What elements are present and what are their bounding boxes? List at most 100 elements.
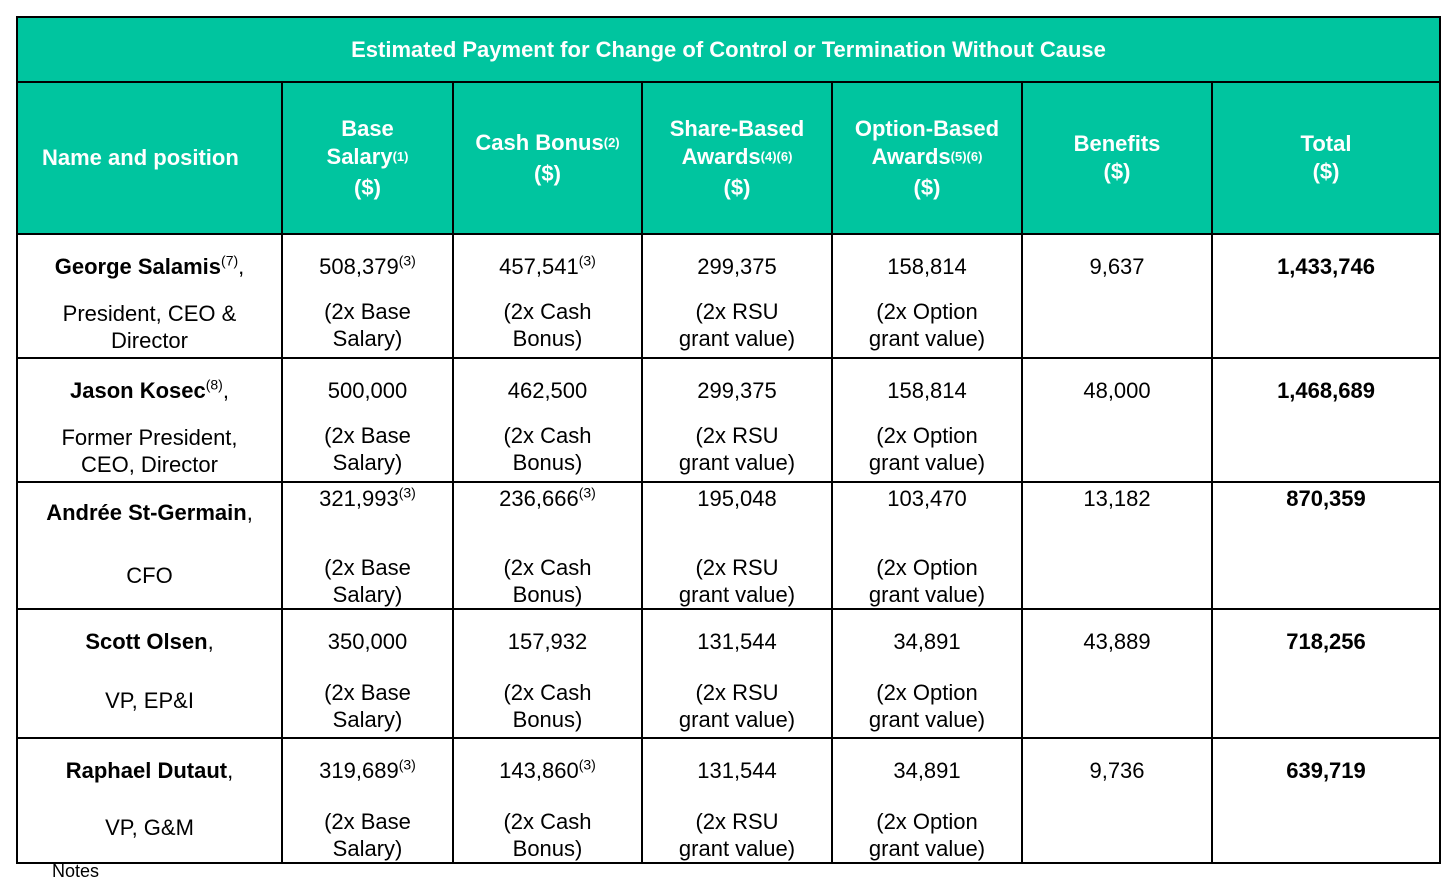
note-share: (2x RSU grant value) xyxy=(678,555,796,607)
header-base-salary: Base Salary(1) ($) xyxy=(281,81,454,235)
note-base: (2x Base Salary) xyxy=(324,423,411,475)
value-total: 718,256 xyxy=(1286,629,1366,654)
value-total: 1,433,746 xyxy=(1277,254,1375,279)
footnote-marker: (3) xyxy=(578,484,596,501)
executive-name: Andrée St-Germain xyxy=(46,500,247,525)
header-total: Total ($) xyxy=(1210,81,1442,235)
cell-benefits: 13,182 xyxy=(1021,481,1213,610)
value-option: 158,814 xyxy=(887,254,967,279)
value-benefits: 48,000 xyxy=(1083,378,1151,403)
cell-base: 319,689(3) (2x Base Salary) xyxy=(281,737,454,864)
cell-name-position: Andrée St-Germain, CFO xyxy=(16,481,283,610)
cell-cash: 457,541(3) (2x Cash Bonus) xyxy=(452,233,643,359)
cell-cash: 157,932 (2x Cash Bonus) xyxy=(452,608,643,739)
executive-position: President, CEO & Director xyxy=(62,301,237,353)
executive-name: Jason Kosec xyxy=(70,378,206,403)
note-cash: (2x Cash Bonus) xyxy=(503,680,592,732)
header-cash-bonus: Cash Bonus(2) ($) xyxy=(452,81,643,235)
cell-name-position: Raphael Dutaut, VP, G&M xyxy=(16,737,283,864)
value-total: 870,359 xyxy=(1286,486,1366,511)
title-row: Estimated Payment for Change of Control … xyxy=(15,16,1442,83)
value-option: 34,891 xyxy=(893,629,961,654)
cell-cash: 236,666(3) (2x Cash Bonus) xyxy=(452,481,643,610)
table-row: Andrée St-Germain, CFO 321,993(3) (2x Base S… xyxy=(16,481,1442,610)
executive-name: Scott Olsen xyxy=(85,629,208,654)
cell-share: 299,375 (2x RSU grant value) xyxy=(641,357,833,483)
note-base: (2x Base Salary) xyxy=(324,680,411,732)
note-cash: (2x Cash Bonus) xyxy=(503,423,592,475)
header-option-based-awards: Option-Based Awards(5)(6) ($) xyxy=(831,81,1023,235)
note-option: (2x Option grant value) xyxy=(868,423,986,475)
table-row: George Salamis(7), President, CEO & Direct… xyxy=(16,233,1442,359)
note-base: (2x Base Salary) xyxy=(324,299,411,351)
footnote-marker: (3) xyxy=(398,756,416,773)
value-share: 299,375 xyxy=(697,378,777,403)
cell-name-position: George Salamis(7), President, CEO & Direct… xyxy=(16,233,283,359)
value-base: 350,000 xyxy=(327,629,408,654)
value-cash: 157,932 xyxy=(507,629,588,654)
cell-cash: 143,860(3) (2x Cash Bonus) xyxy=(452,737,643,864)
note-share: (2x RSU grant value) xyxy=(678,423,796,475)
value-share: 195,048 xyxy=(697,486,777,511)
value-cash: 462,500 xyxy=(507,378,588,403)
value-total: 1,468,689 xyxy=(1277,378,1375,403)
cell-base: 350,000 (2x Base Salary) xyxy=(281,608,454,739)
value-benefits: 13,182 xyxy=(1083,486,1151,511)
note-base: (2x Base Salary) xyxy=(324,555,411,607)
cell-benefits: 48,000 xyxy=(1021,357,1213,483)
executive-name: Raphael Dutaut xyxy=(65,758,228,783)
table-body: George Salamis(7), President, CEO & Direct… xyxy=(16,233,1442,864)
value-benefits: 43,889 xyxy=(1083,629,1151,654)
footnote-marker: (3) xyxy=(578,756,596,773)
executive-position: Former President, CEO, Director xyxy=(61,425,238,477)
note-option: (2x Option grant value) xyxy=(868,680,986,732)
cell-name-position: Scott Olsen, VP, EP&I xyxy=(16,608,283,739)
note-option: (2x Option grant value) xyxy=(868,809,986,861)
cell-total: 718,256 xyxy=(1210,608,1442,739)
cell-share: 131,544 (2x RSU grant value) xyxy=(641,608,833,739)
cell-option: 34,891 (2x Option grant value) xyxy=(831,608,1023,739)
table-row: Scott Olsen, VP, EP&I 350,000 (2x Base Salar… xyxy=(16,608,1442,739)
executive-position: CFO xyxy=(126,563,173,588)
note-base: (2x Base Salary) xyxy=(324,809,411,861)
cell-name-position: Jason Kosec(8), Former President, CEO, Dir… xyxy=(16,357,283,483)
footnote-marker: (3) xyxy=(578,252,596,269)
value-base: 508,379 xyxy=(319,254,399,279)
cell-total: 1,468,689 xyxy=(1210,357,1442,483)
cell-share: 195,048 (2x RSU grant value) xyxy=(641,481,833,610)
header-name-position: Name and position xyxy=(16,81,283,235)
cell-base: 500,000 (2x Base Salary) xyxy=(281,357,454,483)
note-share: (2x RSU grant value) xyxy=(678,809,796,861)
executive-position: VP, EP&I xyxy=(105,688,194,713)
cell-option: 158,814 (2x Option grant value) xyxy=(831,357,1023,483)
header-share-based-awards: Share-Based Awards(4)(6) ($) xyxy=(641,81,833,235)
table-row: Jason Kosec(8), Former President, CEO, Dir… xyxy=(16,357,1442,483)
value-total: 639,719 xyxy=(1286,758,1366,783)
cell-share: 131,544 (2x RSU grant value) xyxy=(641,737,833,864)
note-share: (2x RSU grant value) xyxy=(678,680,796,732)
value-share: 131,544 xyxy=(697,758,777,783)
compensation-table-container: Estimated Payment for Change of Control … xyxy=(15,16,1442,864)
footnote-marker: (3) xyxy=(398,484,416,501)
footnote-marker: (3) xyxy=(398,252,416,269)
value-option: 103,470 xyxy=(887,486,967,511)
executive-position: VP, G&M xyxy=(105,815,194,840)
notes-label: Notes xyxy=(52,861,100,881)
value-option: 34,891 xyxy=(893,758,961,783)
value-share: 131,544 xyxy=(697,629,777,654)
value-cash: 457,541 xyxy=(499,254,579,279)
cell-total: 639,719 xyxy=(1210,737,1442,864)
compensation-table: Estimated Payment for Change of Control … xyxy=(15,16,1442,864)
cell-base: 508,379(3) (2x Base Salary) xyxy=(281,233,454,359)
note-option: (2x Option grant value) xyxy=(868,299,986,351)
cell-total: 870,359 xyxy=(1210,481,1442,610)
value-benefits: 9,736 xyxy=(1089,758,1145,783)
header-benefits: Benefits ($) xyxy=(1021,81,1213,235)
footnote-marker: (8) xyxy=(205,376,223,393)
cell-option: 103,470 (2x Option grant value) xyxy=(831,481,1023,610)
value-share: 299,375 xyxy=(697,254,777,279)
cell-benefits: 43,889 xyxy=(1021,608,1213,739)
footnote-marker: (7) xyxy=(221,252,239,269)
cell-benefits: 9,736 xyxy=(1021,737,1213,864)
value-base: 500,000 xyxy=(327,378,408,403)
